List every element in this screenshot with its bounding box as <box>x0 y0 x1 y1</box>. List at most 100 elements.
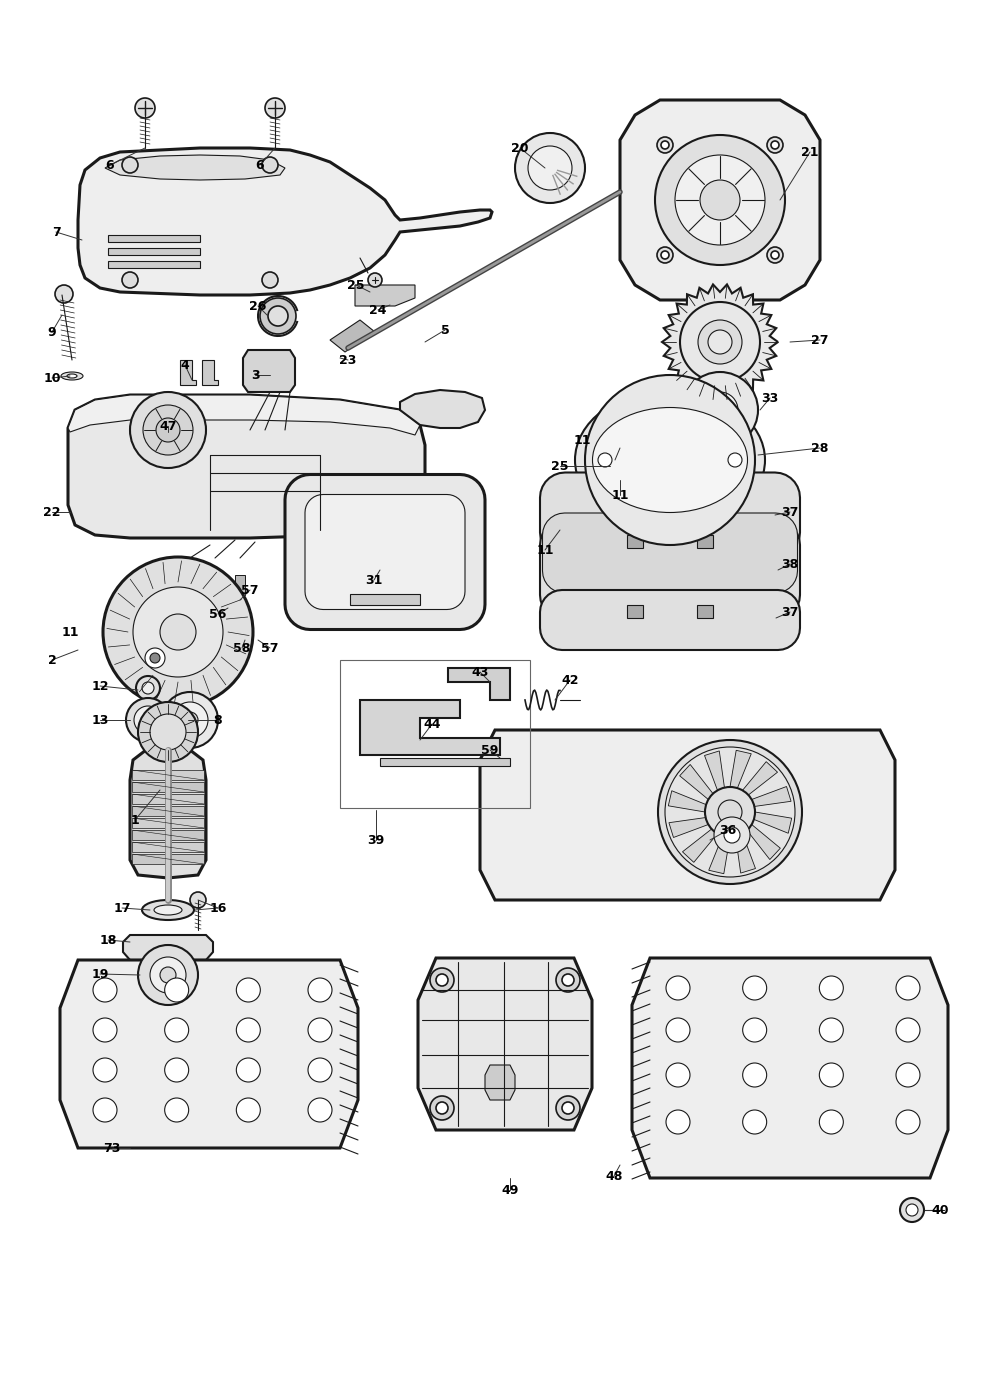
Polygon shape <box>132 830 204 840</box>
Text: 11: 11 <box>611 489 629 502</box>
Polygon shape <box>696 811 768 860</box>
Circle shape <box>819 1110 843 1134</box>
Circle shape <box>714 442 726 453</box>
Circle shape <box>900 1198 924 1221</box>
Text: 39: 39 <box>367 834 385 846</box>
Circle shape <box>308 1098 332 1123</box>
Text: 38: 38 <box>781 558 799 570</box>
Polygon shape <box>682 829 718 863</box>
Circle shape <box>556 969 580 992</box>
Circle shape <box>819 1018 843 1041</box>
Polygon shape <box>68 394 420 436</box>
Polygon shape <box>540 473 800 558</box>
Text: 42: 42 <box>561 673 579 687</box>
Circle shape <box>308 1058 332 1081</box>
Polygon shape <box>360 699 500 754</box>
Text: 40: 40 <box>931 1204 949 1216</box>
Circle shape <box>236 1098 260 1123</box>
Polygon shape <box>224 632 253 661</box>
Circle shape <box>655 135 785 265</box>
Text: 28: 28 <box>811 441 829 455</box>
Text: 1: 1 <box>131 813 139 827</box>
Text: 3: 3 <box>251 368 259 382</box>
Circle shape <box>680 302 760 382</box>
Ellipse shape <box>142 900 194 921</box>
Circle shape <box>718 800 742 824</box>
Circle shape <box>236 978 260 1002</box>
Polygon shape <box>108 261 200 268</box>
Circle shape <box>122 272 138 289</box>
Circle shape <box>819 976 843 1000</box>
Polygon shape <box>60 960 358 1149</box>
Circle shape <box>122 157 138 173</box>
Text: 23: 23 <box>339 353 357 367</box>
Circle shape <box>665 747 795 877</box>
Polygon shape <box>709 835 730 874</box>
Circle shape <box>126 698 170 742</box>
Polygon shape <box>109 651 143 686</box>
Polygon shape <box>132 782 204 791</box>
Circle shape <box>430 1096 454 1120</box>
Circle shape <box>262 157 278 173</box>
Text: 8: 8 <box>214 713 222 727</box>
Polygon shape <box>132 818 204 829</box>
Text: 48: 48 <box>605 1169 623 1183</box>
Circle shape <box>93 1018 117 1041</box>
Text: 44: 44 <box>423 717 441 731</box>
Text: 4: 4 <box>181 359 189 371</box>
Polygon shape <box>235 574 245 595</box>
Ellipse shape <box>61 372 83 381</box>
Polygon shape <box>197 668 231 701</box>
Polygon shape <box>285 474 485 629</box>
Circle shape <box>743 1110 767 1134</box>
Circle shape <box>714 818 750 853</box>
Circle shape <box>819 1063 843 1087</box>
Text: 11: 11 <box>573 434 591 447</box>
Circle shape <box>698 320 742 364</box>
Circle shape <box>430 969 454 992</box>
Circle shape <box>236 1058 260 1081</box>
Circle shape <box>162 692 218 747</box>
Polygon shape <box>747 824 780 860</box>
Circle shape <box>436 1102 448 1114</box>
Ellipse shape <box>67 374 77 378</box>
Polygon shape <box>180 360 196 385</box>
Circle shape <box>666 1063 690 1087</box>
Text: 18: 18 <box>99 933 117 947</box>
Text: 59: 59 <box>481 743 499 757</box>
Circle shape <box>265 98 285 118</box>
Circle shape <box>436 974 448 987</box>
Circle shape <box>150 958 186 993</box>
Polygon shape <box>202 360 218 385</box>
Circle shape <box>150 714 186 750</box>
Circle shape <box>172 702 208 738</box>
Circle shape <box>598 453 612 467</box>
Polygon shape <box>178 556 207 585</box>
Polygon shape <box>742 761 778 796</box>
Text: 9: 9 <box>48 326 56 338</box>
Text: 16: 16 <box>209 901 227 915</box>
Circle shape <box>896 976 920 1000</box>
Circle shape <box>708 330 732 354</box>
Circle shape <box>260 298 296 334</box>
Circle shape <box>702 392 738 427</box>
Text: 73: 73 <box>103 1142 121 1154</box>
Polygon shape <box>103 603 132 632</box>
Circle shape <box>743 976 767 1000</box>
Text: 11: 11 <box>61 625 79 639</box>
Polygon shape <box>132 855 204 864</box>
Polygon shape <box>540 519 800 620</box>
Circle shape <box>368 273 382 287</box>
Circle shape <box>182 712 198 728</box>
Circle shape <box>165 1018 189 1041</box>
Polygon shape <box>754 812 792 833</box>
Polygon shape <box>305 495 465 610</box>
Circle shape <box>160 614 196 650</box>
Polygon shape <box>485 1065 515 1101</box>
Text: 26: 26 <box>249 300 267 312</box>
Polygon shape <box>355 284 415 306</box>
Text: 5: 5 <box>441 323 449 337</box>
Text: 6: 6 <box>256 158 264 172</box>
Text: 2: 2 <box>48 654 56 666</box>
Polygon shape <box>627 534 643 548</box>
